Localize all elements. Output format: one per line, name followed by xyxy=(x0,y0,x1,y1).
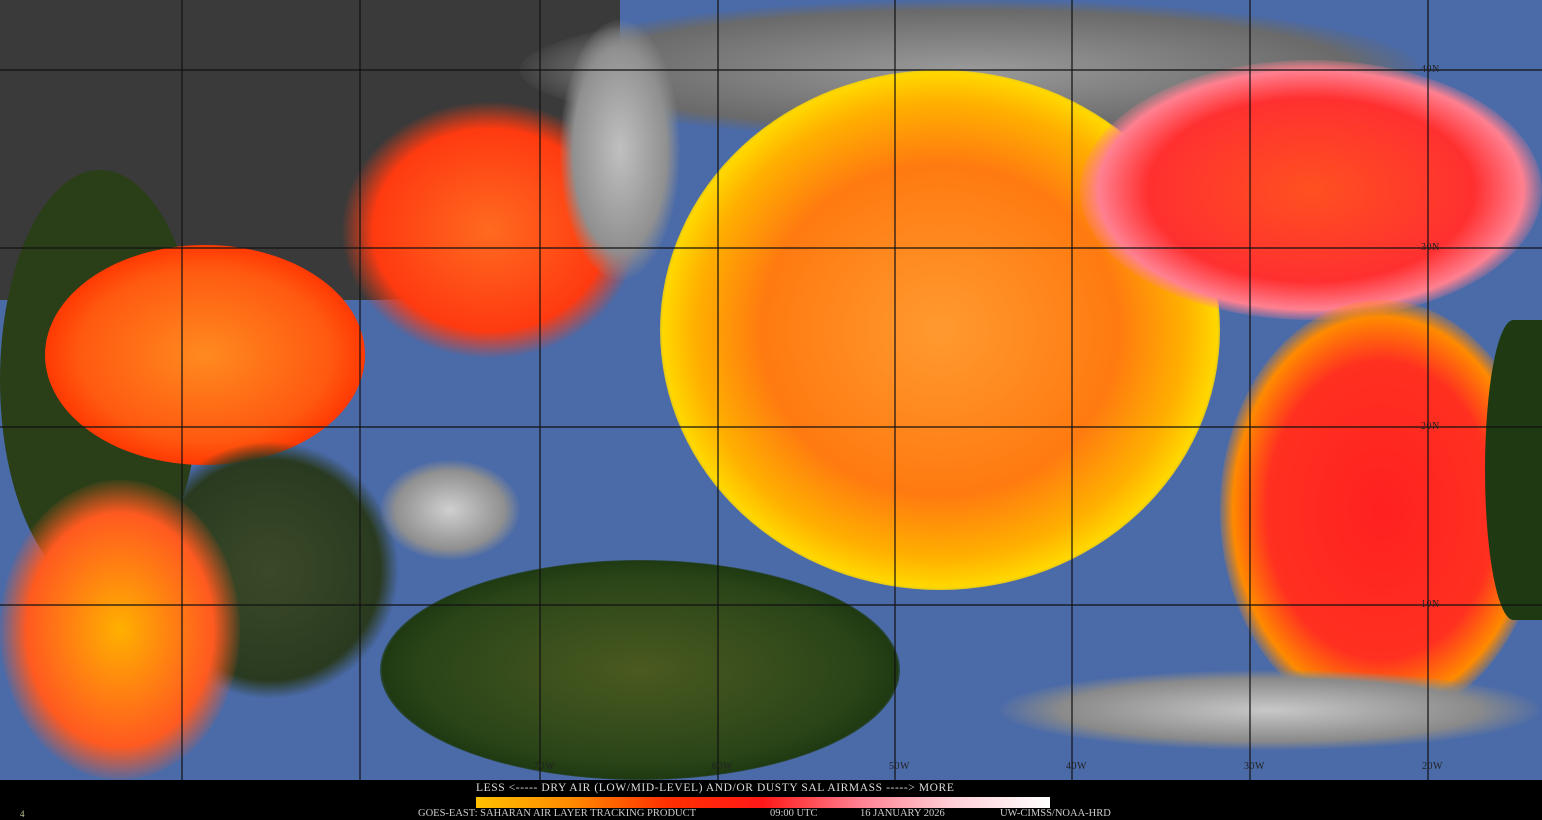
gulf-dry-air xyxy=(45,245,365,465)
footer-caption: GOES-EAST: SAHARAN AIR LAYER TRACKING PR… xyxy=(0,808,1542,820)
lat-label: 30N xyxy=(1421,242,1440,253)
itcz-clouds xyxy=(1000,670,1540,750)
east-atlantic-dry-air xyxy=(1080,60,1542,320)
sal-satellite-map: 40N 30N 20N 10N 70W 60W 50W 40W 30W 20W xyxy=(0,0,1542,780)
lat-label: 40N xyxy=(1421,64,1440,75)
caribbean-clouds xyxy=(380,460,520,560)
africa-land xyxy=(1485,320,1542,620)
lon-label: 70W xyxy=(534,761,555,772)
date-stamp: 16 JANUARY 2026 xyxy=(860,808,945,819)
credit: UW-CIMSS/NOAA-HRD xyxy=(1000,808,1111,819)
front-cloud-band xyxy=(560,20,680,280)
lat-lon-grid xyxy=(0,0,1542,780)
south-america-land xyxy=(380,560,900,780)
product-name: GOES-EAST: SAHARAN AIR LAYER TRACKING PR… xyxy=(418,808,697,819)
lon-label: 50W xyxy=(889,761,910,772)
corner-mark: 4 xyxy=(20,809,25,819)
time-stamp: 09:00 UTC xyxy=(770,808,818,819)
lon-label: 40W xyxy=(1066,761,1087,772)
lon-label: 20W xyxy=(1422,761,1443,772)
lon-label: 60W xyxy=(712,761,733,772)
lat-label: 20N xyxy=(1421,421,1440,432)
legend-colorbar xyxy=(476,797,1050,808)
lat-label: 10N xyxy=(1421,599,1440,610)
legend-title: LESS <----- DRY AIR (LOW/MID-LEVEL) AND/… xyxy=(476,782,955,794)
pacific-dry-air xyxy=(0,480,240,780)
lon-label: 30W xyxy=(1244,761,1265,772)
